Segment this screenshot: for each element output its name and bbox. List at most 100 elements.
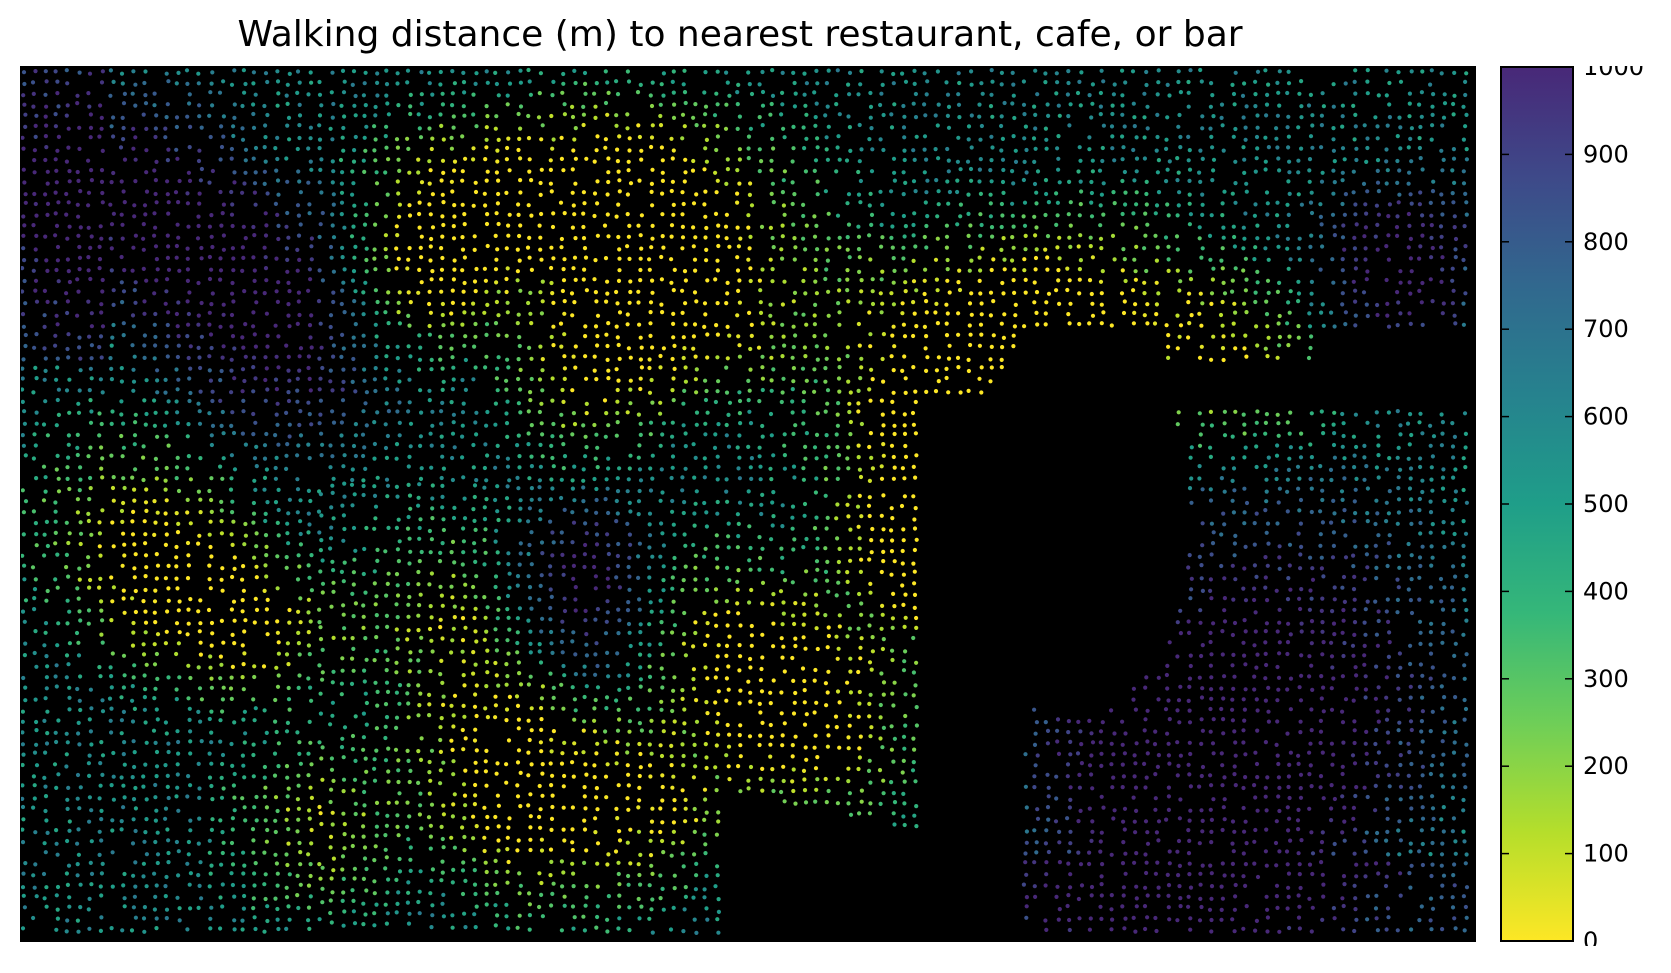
node-point: [1023, 124, 1028, 129]
node-point: [804, 81, 810, 86]
node-point: [1375, 312, 1380, 318]
node-point: [373, 267, 378, 272]
node-point: [573, 344, 578, 349]
node-point: [440, 301, 445, 307]
node-point: [506, 233, 511, 238]
node-point: [78, 520, 83, 525]
node-point: [254, 444, 259, 449]
node-point: [286, 313, 291, 318]
node-point: [154, 476, 159, 481]
node-point: [353, 422, 358, 427]
node-point: [1112, 158, 1117, 163]
node-point: [121, 421, 126, 426]
node-point: [1165, 202, 1170, 207]
node-point: [1087, 135, 1092, 140]
node-point: [1189, 313, 1194, 318]
node-point: [1286, 621, 1291, 626]
node-point: [593, 290, 599, 295]
node-point: [53, 211, 58, 216]
node-point: [999, 123, 1004, 129]
node-point: [1375, 511, 1380, 516]
node-point: [111, 288, 116, 293]
node-point: [342, 267, 347, 272]
node-point: [77, 146, 82, 151]
node-point: [449, 311, 454, 316]
node-point: [243, 442, 248, 447]
node-point: [187, 101, 192, 106]
node-point: [460, 247, 466, 252]
node-point: [65, 310, 70, 316]
node-point: [166, 211, 171, 216]
node-point: [143, 609, 148, 614]
node-point: [680, 112, 686, 117]
node-point: [89, 234, 94, 239]
node-point: [427, 398, 432, 403]
node-point: [374, 594, 379, 599]
node-point: [1299, 431, 1304, 436]
node-point: [251, 365, 256, 370]
node-point: [1439, 279, 1444, 284]
node-point: [232, 618, 237, 623]
node-point: [1232, 541, 1237, 546]
node-point: [891, 302, 897, 307]
node-point: [911, 101, 916, 106]
node-point: [440, 541, 445, 546]
node-point: [342, 481, 347, 486]
node-point: [419, 92, 424, 97]
node-point: [606, 423, 611, 428]
node-point: [185, 540, 191, 546]
node-point: [185, 334, 190, 339]
node-point: [537, 597, 542, 602]
node-point: [505, 593, 511, 599]
node-point: [383, 247, 388, 252]
node-point: [142, 343, 147, 348]
node-point: [583, 618, 588, 623]
node-point: [21, 357, 26, 362]
node-point: [196, 401, 201, 406]
node-point: [1286, 134, 1291, 139]
node-point: [45, 588, 50, 594]
node-point: [782, 466, 788, 471]
node-point: [1430, 112, 1435, 117]
node-point: [648, 420, 654, 425]
node-point: [1197, 311, 1202, 316]
node-point: [815, 179, 820, 184]
node-point: [869, 126, 874, 131]
node-point: [724, 212, 730, 217]
node-point: [1397, 192, 1402, 197]
node-point: [1286, 300, 1291, 305]
node-point: [197, 148, 202, 153]
node-point: [649, 245, 654, 250]
node-point: [671, 288, 676, 293]
node-point: [1200, 212, 1205, 217]
node-point: [900, 583, 905, 588]
node-point: [537, 377, 543, 382]
node-point: [120, 300, 125, 305]
node-point: [397, 420, 402, 425]
node-point: [1430, 454, 1435, 459]
node-point: [1154, 148, 1159, 153]
node-point: [185, 278, 190, 283]
node-point: [206, 607, 212, 613]
node-point: [1266, 290, 1271, 295]
node-point: [395, 387, 400, 392]
node-point: [209, 554, 214, 559]
node-point: [768, 411, 774, 417]
node-point: [538, 442, 543, 447]
node-point: [1439, 599, 1444, 604]
node-point: [1320, 302, 1325, 307]
node-point: [230, 574, 235, 580]
node-point: [1286, 212, 1291, 217]
node-point: [1464, 618, 1469, 623]
node-point: [1287, 456, 1292, 461]
node-point: [702, 610, 707, 616]
node-point: [1362, 123, 1367, 128]
node-point: [1242, 157, 1247, 162]
node-point: [1309, 455, 1314, 460]
node-point: [581, 104, 586, 109]
node-point: [1265, 92, 1270, 97]
node-point: [1429, 235, 1434, 240]
node-point: [551, 324, 556, 329]
node-point: [430, 92, 435, 97]
node-point: [791, 70, 796, 75]
